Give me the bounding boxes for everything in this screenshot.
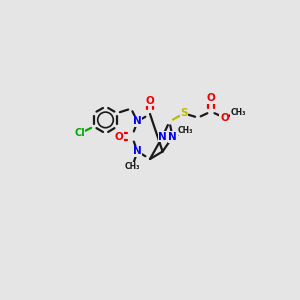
Text: O: O: [146, 95, 154, 106]
Text: N: N: [133, 146, 142, 157]
Text: Cl: Cl: [74, 128, 85, 139]
Text: CH₃: CH₃: [124, 162, 140, 171]
Text: N: N: [168, 132, 177, 142]
Text: S: S: [180, 108, 188, 118]
Text: N: N: [133, 116, 142, 127]
Text: CH₃: CH₃: [178, 126, 193, 135]
Text: N: N: [158, 131, 167, 142]
Text: CH₃: CH₃: [230, 108, 246, 117]
Text: O: O: [220, 112, 229, 123]
Text: O: O: [114, 131, 123, 142]
Text: O: O: [206, 93, 215, 103]
